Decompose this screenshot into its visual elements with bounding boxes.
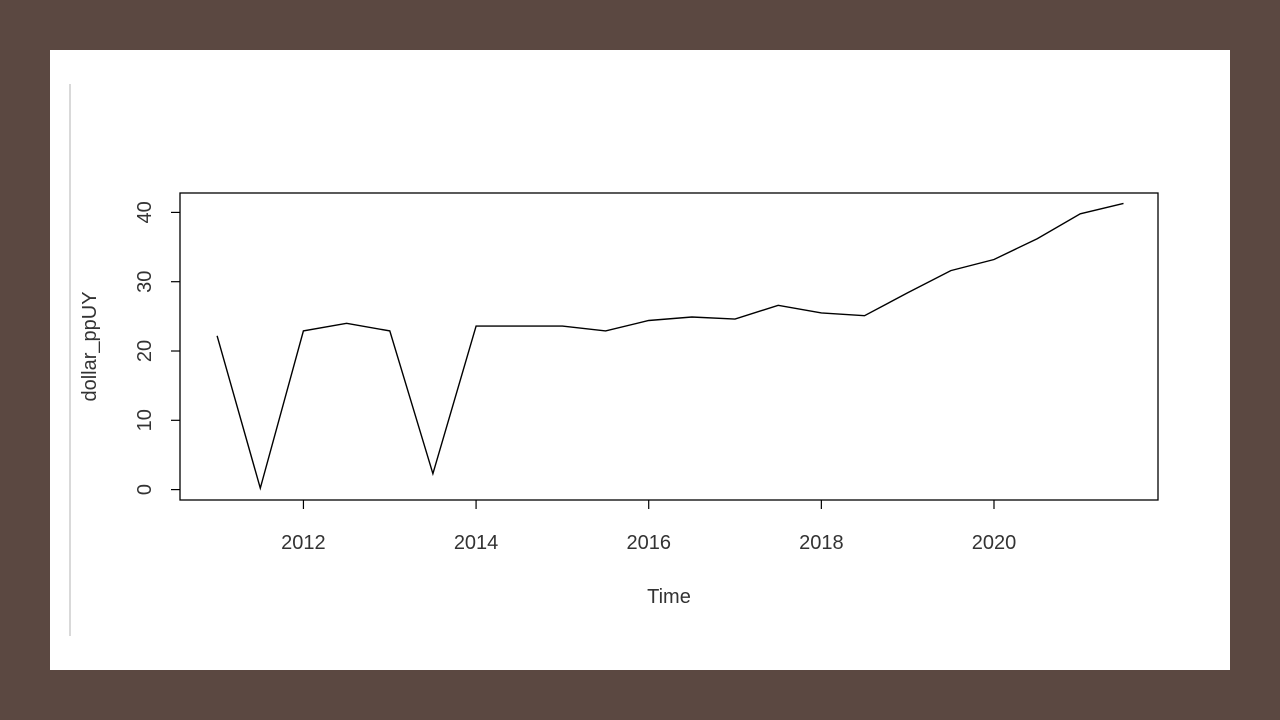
x-axis: 2012 2014 2016 2018 2020 bbox=[281, 500, 1016, 554]
x-tick-label: 2016 bbox=[626, 532, 671, 554]
time-series-chart: 2012 2014 2016 2018 2020 0 10 20 30 40 Time doll… bbox=[79, 192, 1159, 608]
x-tick-label: 2018 bbox=[799, 532, 844, 554]
x-tick-label: 2020 bbox=[972, 532, 1017, 554]
slide-divider bbox=[69, 84, 71, 636]
y-tick-label: 0 bbox=[134, 484, 156, 495]
x-tick-label: 2014 bbox=[454, 532, 499, 554]
series-group bbox=[216, 202, 1124, 491]
x-axis-label: Time bbox=[647, 586, 691, 608]
series-line bbox=[216, 202, 1124, 491]
y-tick-label: 40 bbox=[134, 201, 156, 223]
y-axis-label: dollar_ppUY bbox=[79, 291, 101, 401]
slide-panel: 2012 2014 2016 2018 2020 0 10 20 30 40 Time doll… bbox=[50, 50, 1230, 670]
y-tick-label: 30 bbox=[134, 271, 156, 293]
y-tick-label: 20 bbox=[134, 340, 156, 362]
x-tick-label: 2012 bbox=[281, 532, 326, 554]
plot-frame bbox=[179, 192, 1159, 501]
y-axis: 0 10 20 30 40 bbox=[134, 201, 180, 495]
y-tick-label: 10 bbox=[134, 409, 156, 431]
